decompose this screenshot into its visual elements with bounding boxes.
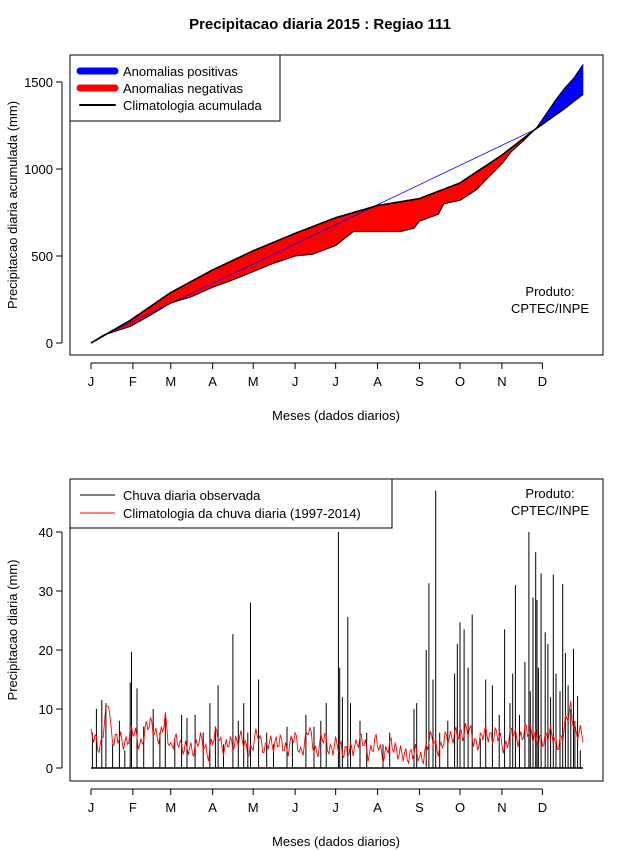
legend-box <box>69 478 393 529</box>
x-tick-label: A <box>208 374 217 389</box>
y-tick-label: 10 <box>39 702 53 717</box>
y-tick-label: 40 <box>39 525 53 540</box>
x-tick-label: A <box>208 800 217 815</box>
cumulative-chart: 0 500 1000 1500 J F M A M J J A S O N D Meses (dados dia… <box>5 54 604 423</box>
x-tick-label: A <box>373 800 382 815</box>
y-tick-label: 500 <box>31 249 53 264</box>
x-axis-label: Meses (dados diarios) <box>272 834 400 849</box>
legend-label: Anomalias negativas <box>123 81 243 96</box>
product-note-top: Produto: CPTEC/INPE <box>500 283 600 317</box>
climatology-cumulative-line <box>90 93 584 344</box>
product-label: Produto: <box>525 486 575 501</box>
x-tick-label: J <box>88 800 95 815</box>
y-tick-label: 1500 <box>24 75 53 90</box>
x-axis-label: Meses (dados diarios) <box>272 408 400 423</box>
y-tick-label: 30 <box>39 584 53 599</box>
y-axis-label: Precipitacao diaria acumulada (mm) <box>5 101 20 309</box>
x-tick-label: J <box>332 374 339 389</box>
climatology-daily-line <box>90 701 584 765</box>
product-source: CPTEC/INPE <box>510 503 589 518</box>
legend-label: Anomalias positivas <box>123 64 238 79</box>
legend-label: Chuva diaria observada <box>123 488 261 503</box>
product-note-bottom: Produto: CPTEC/INPE <box>500 485 600 519</box>
x-tick-label: F <box>129 374 137 389</box>
x-tick-label: O <box>455 374 465 389</box>
y-tick-label: 0 <box>46 761 53 776</box>
x-tick-label: O <box>455 800 465 815</box>
x-tick-label: D <box>538 800 547 815</box>
legend: Chuva diaria observada Climatologia da ch… <box>69 478 393 529</box>
y-axis-label: Precipitacao diaria (mm) <box>5 560 20 701</box>
x-tick-label: N <box>497 800 506 815</box>
observed-cumulative-line <box>90 64 584 344</box>
legend-label: Climatologia acumulada <box>123 98 263 113</box>
x-tick-label: S <box>415 374 424 389</box>
page-title: Precipitacao diaria 2015 : Regiao 111 <box>189 16 451 33</box>
observed-bars <box>91 490 581 768</box>
x-tick-label: M <box>248 374 259 389</box>
x-tick-label: M <box>248 800 259 815</box>
legend-label: Climatologia da chuva diaria (1997-2014) <box>123 506 361 521</box>
x-tick-label: M <box>165 800 176 815</box>
product-source: CPTEC/INPE <box>510 301 589 316</box>
legend: Anomalias positivas Anomalias negativas Cl… <box>69 54 281 122</box>
x-tick-label: S <box>415 800 424 815</box>
y-tick-label: 0 <box>46 336 53 351</box>
x-tick-label: M <box>165 374 176 389</box>
x-tick-label: J <box>88 374 95 389</box>
y-tick-label: 1000 <box>24 162 53 177</box>
y-tick-label: 20 <box>39 643 53 658</box>
x-tick-label: D <box>538 374 547 389</box>
x-tick-label: F <box>129 800 137 815</box>
x-tick-label: J <box>292 374 299 389</box>
daily-chart: 0 10 20 30 40 J F M A M J J A S O N D Meses (dados diario… <box>5 478 604 849</box>
x-tick-label: J <box>332 800 339 815</box>
product-label: Produto: <box>525 284 575 299</box>
x-tick-label: J <box>292 800 299 815</box>
plot-frame <box>69 54 604 356</box>
x-tick-label: N <box>497 374 506 389</box>
x-tick-label: A <box>373 374 382 389</box>
